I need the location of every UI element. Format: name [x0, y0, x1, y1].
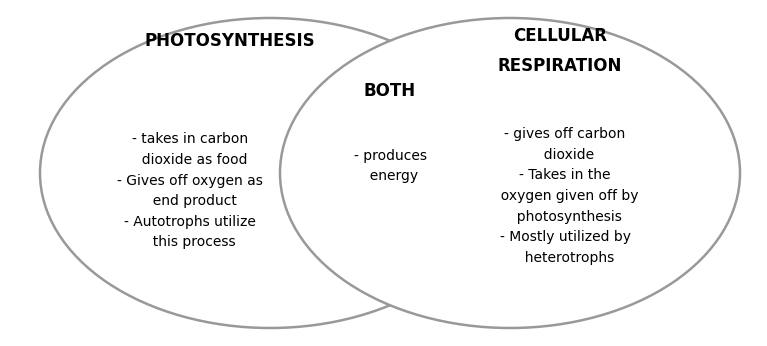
Text: CELLULAR: CELLULAR	[513, 27, 607, 45]
Ellipse shape	[40, 18, 500, 328]
Text: - produces
  energy: - produces energy	[354, 149, 426, 183]
Text: BOTH: BOTH	[364, 82, 416, 100]
Ellipse shape	[280, 18, 740, 328]
Text: - gives off carbon
  dioxide
- Takes in the
  oxygen given off by
  photosynthes: - gives off carbon dioxide - Takes in th…	[492, 127, 638, 265]
Text: - takes in carbon
  dioxide as food
- Gives off oxygen as
  end product
- Autotr: - takes in carbon dioxide as food - Give…	[117, 133, 263, 249]
Text: PHOTOSYNTHESIS: PHOTOSYNTHESIS	[145, 32, 315, 50]
Text: RESPIRATION: RESPIRATION	[498, 57, 622, 75]
